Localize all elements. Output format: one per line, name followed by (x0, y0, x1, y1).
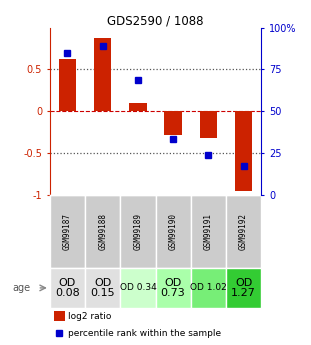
Bar (54, 311, 65, 321)
Bar (226, 268, 261, 307)
Bar (85, 268, 120, 307)
Text: GSM99189: GSM99189 (133, 213, 142, 250)
Bar (156, 268, 191, 307)
Text: OD
1.27: OD 1.27 (231, 277, 256, 298)
Bar (50, 268, 85, 307)
Text: GSM99187: GSM99187 (63, 213, 72, 250)
Text: GSM99188: GSM99188 (98, 213, 107, 250)
Bar (120, 195, 156, 268)
Bar (235, 111, 253, 191)
Bar (58, 59, 76, 111)
Text: GSM99190: GSM99190 (169, 213, 178, 250)
Text: log2 ratio: log2 ratio (68, 312, 111, 321)
Bar (164, 111, 182, 135)
Bar (50, 195, 85, 268)
Bar (94, 38, 111, 111)
Bar (129, 103, 147, 111)
Bar (191, 268, 226, 307)
Text: OD 0.34: OD 0.34 (119, 283, 156, 293)
Text: OD
0.73: OD 0.73 (161, 277, 185, 298)
Bar (156, 195, 191, 268)
Text: OD
0.15: OD 0.15 (90, 277, 115, 298)
Text: GSM99192: GSM99192 (239, 213, 248, 250)
Text: OD 1.02: OD 1.02 (190, 283, 227, 293)
Text: age: age (12, 283, 30, 293)
Title: GDS2590 / 1088: GDS2590 / 1088 (107, 14, 204, 28)
Bar (120, 268, 156, 307)
Bar (85, 195, 120, 268)
Bar (200, 111, 217, 138)
Bar (191, 195, 226, 268)
Text: OD
0.08: OD 0.08 (55, 277, 80, 298)
Text: GSM99191: GSM99191 (204, 213, 213, 250)
Text: percentile rank within the sample: percentile rank within the sample (68, 328, 221, 337)
Bar (226, 195, 261, 268)
